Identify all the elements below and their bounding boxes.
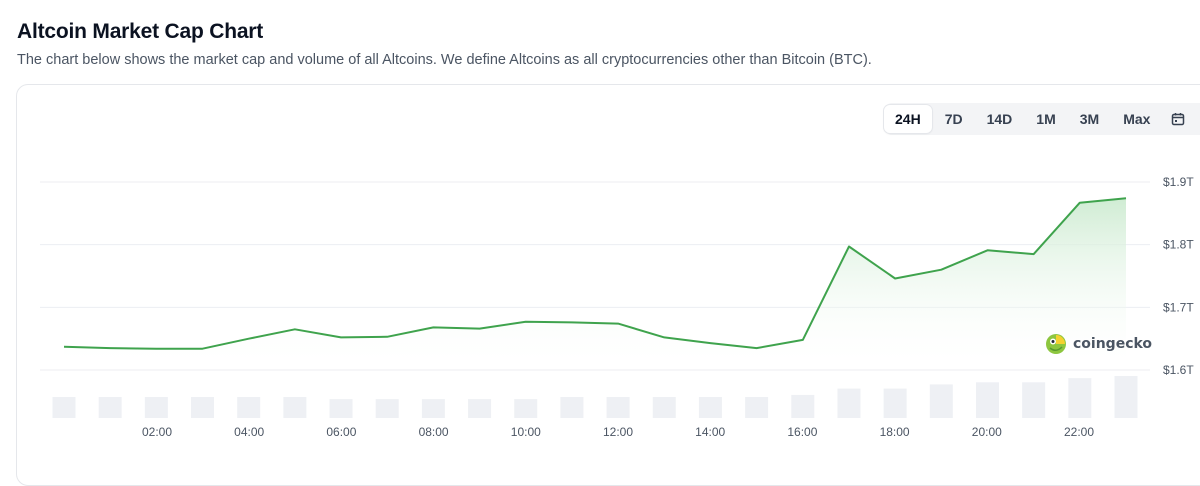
watermark-text: coingecko <box>1073 336 1153 352</box>
volume-bar <box>606 397 630 418</box>
range-selector-background <box>884 103 1200 135</box>
volume-bar <box>468 399 492 418</box>
x-tick-label: 02:00 <box>142 425 172 439</box>
volume-bar <box>1068 378 1092 418</box>
volume-bar <box>144 397 168 418</box>
volume-bar <box>514 399 538 418</box>
range-button-max[interactable]: Max <box>1123 111 1151 127</box>
volume-bar <box>191 397 215 418</box>
x-tick-label: 12:00 <box>603 425 633 439</box>
y-tick-label: $1.9T <box>1163 175 1194 189</box>
volume-bar <box>975 382 999 418</box>
calendar-button[interactable] <box>1163 105 1193 133</box>
x-tick-label: 16:00 <box>787 425 817 439</box>
x-axis-labels: 02:00 04:00 06:00 08:00 10:00 12:00 14:00 16:00… <box>142 425 1094 439</box>
area-fill <box>64 198 1126 370</box>
volume-bar <box>560 397 584 418</box>
volume-bar <box>237 397 261 418</box>
gecko-logo-icon <box>1046 334 1066 354</box>
range-button-1m[interactable]: 1M <box>1036 111 1056 127</box>
x-tick-label: 22:00 <box>1064 425 1094 439</box>
volume-bars <box>52 376 1138 418</box>
coingecko-watermark: coingecko <box>1045 333 1152 355</box>
x-tick-label: 20:00 <box>972 425 1002 439</box>
x-tick-label: 10:00 <box>511 425 541 439</box>
x-tick-label: 18:00 <box>880 425 910 439</box>
volume-bar <box>1114 376 1138 418</box>
volume-bar <box>375 399 399 418</box>
market-cap-chart: $1.6T $1.7T $1.8T $1.9T 02:00 04:00 06:00 08:0… <box>40 175 1194 439</box>
volume-bar <box>837 388 861 418</box>
volume-bar <box>652 397 676 418</box>
range-button-14d[interactable]: 14D <box>986 111 1013 127</box>
x-tick-label: 06:00 <box>326 425 356 439</box>
x-tick-label: 14:00 <box>695 425 725 439</box>
y-tick-label: $1.8T <box>1163 238 1194 252</box>
volume-bar <box>283 397 307 418</box>
x-tick-label: 04:00 <box>234 425 264 439</box>
x-tick-label: 08:00 <box>419 425 449 439</box>
volume-bar <box>745 397 769 418</box>
range-button-7d[interactable]: 7D <box>944 111 963 127</box>
volume-bar <box>329 399 353 418</box>
volume-bar <box>1022 382 1046 418</box>
calendar-icon <box>1172 113 1185 126</box>
volume-bar <box>98 397 122 418</box>
page-title: Altcoin Market Cap Chart <box>17 20 264 43</box>
y-axis-labels: $1.6T $1.7T $1.8T $1.9T <box>1163 175 1194 377</box>
volume-bar <box>698 397 722 418</box>
volume-bar <box>52 397 76 418</box>
volume-bar <box>883 388 907 418</box>
volume-bar <box>791 394 815 418</box>
range-selector: 24H 7D 14D 1M 3M Max <box>884 103 1193 135</box>
page-subtitle: The chart below shows the market cap and… <box>17 52 872 68</box>
volume-bar <box>929 384 953 418</box>
range-button-24h[interactable]: 24H <box>884 105 932 133</box>
volume-bar <box>421 399 445 418</box>
area-layer <box>63 197 1127 370</box>
range-button-3m[interactable]: 3M <box>1079 111 1100 127</box>
market-cap-line <box>63 197 1127 350</box>
y-tick-label: $1.6T <box>1163 363 1194 377</box>
y-tick-label: $1.7T <box>1163 300 1194 314</box>
